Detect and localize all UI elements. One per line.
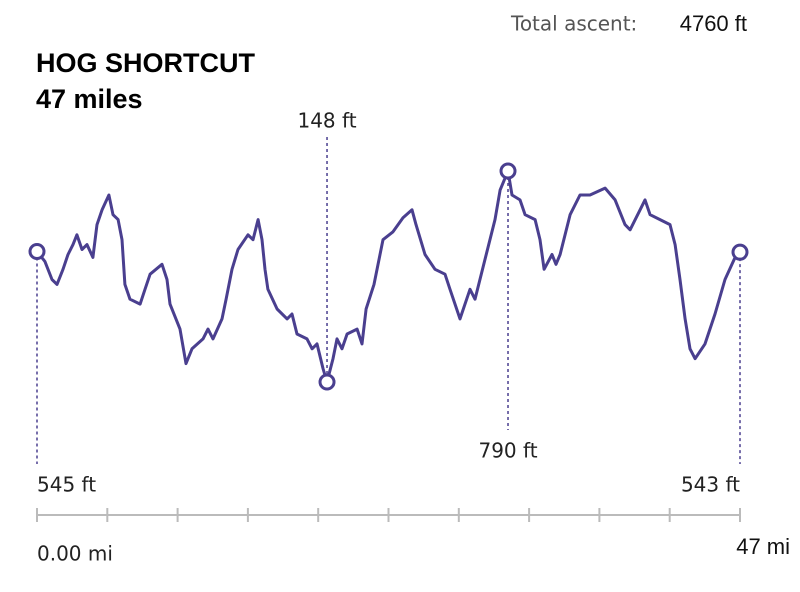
marker-label: 790 ft [478, 439, 537, 463]
marker-label: 545 ft [37, 473, 96, 497]
marker-label: 543 ft [681, 473, 740, 497]
marker [499, 162, 517, 180]
chart-title: HOG SHORTCUT [36, 48, 256, 78]
marker [28, 243, 46, 261]
chart-subtitle: 47 miles [36, 84, 143, 114]
elevation-line [35, 169, 742, 384]
marker [318, 373, 336, 391]
x-tick-label: 0.00 mi [37, 542, 113, 566]
ascent-value: 4760 ft [680, 11, 747, 36]
ascent-label: Total ascent: [510, 12, 637, 36]
marker-label: 148 ft [297, 109, 356, 133]
marker [731, 243, 749, 261]
x-tick-label: 47 mi [736, 534, 790, 559]
